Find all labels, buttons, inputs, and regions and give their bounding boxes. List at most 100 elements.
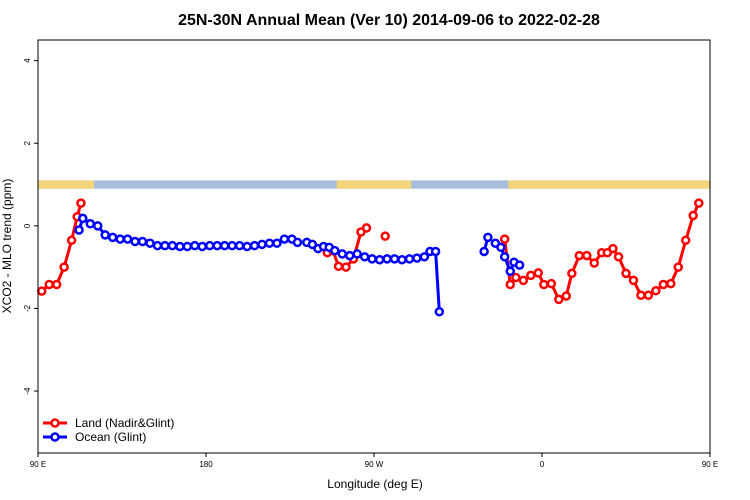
data-point — [152, 240, 163, 251]
data-point — [514, 260, 525, 270]
data-point — [92, 221, 103, 231]
land-band — [336, 180, 412, 189]
data-point — [145, 238, 155, 248]
data-point — [628, 275, 639, 286]
data-point — [337, 249, 348, 259]
legend-item: Ocean (Glint) — [43, 430, 146, 444]
data-point — [589, 258, 600, 268]
data-point — [434, 307, 445, 317]
data-point — [234, 240, 245, 251]
data-point — [608, 243, 618, 254]
y-tick-label: 4 — [23, 58, 32, 63]
data-point — [78, 213, 88, 224]
data-point — [115, 234, 125, 244]
data-point — [499, 234, 510, 244]
data-point — [505, 279, 516, 290]
data-point — [122, 234, 133, 244]
data-point — [539, 279, 549, 290]
data-point — [374, 254, 385, 265]
data-point — [367, 254, 377, 264]
y-axis-label: XCO2 - MLO trend (ppm) — [0, 179, 14, 314]
data-point — [567, 268, 577, 279]
data-point — [430, 246, 441, 257]
data-point — [511, 272, 521, 283]
series-1 — [74, 213, 525, 317]
legend: Land (Nadir&Glint)Ocean (Glint) — [43, 416, 174, 444]
land-band — [508, 180, 710, 189]
data-point — [397, 254, 407, 265]
land-band — [38, 180, 94, 189]
data-point — [636, 290, 646, 300]
data-point — [272, 238, 282, 248]
data-point — [688, 210, 698, 221]
data-point — [36, 286, 47, 296]
y-tick-label: -4 — [23, 387, 32, 395]
data-point — [621, 268, 631, 279]
data-point — [264, 238, 275, 248]
data-point — [643, 290, 654, 300]
data-point — [227, 240, 237, 251]
legend-item: Land (Nadir&Glint) — [43, 416, 174, 430]
chart-title: 25N-30N Annual Mean (Ver 10) 2014-09-06 … — [178, 12, 600, 29]
data-point — [137, 236, 148, 247]
data-point — [249, 240, 260, 251]
x-tick-label: 90 E — [702, 460, 718, 469]
data-point — [499, 252, 510, 262]
legend-marker — [50, 432, 60, 442]
data-point — [382, 254, 392, 264]
data-point — [204, 240, 215, 251]
data-point — [333, 261, 344, 272]
legend-label: Ocean (Glint) — [75, 430, 146, 444]
data-point — [85, 219, 96, 229]
data-point — [582, 250, 592, 261]
data-point — [389, 254, 400, 264]
data-point — [404, 254, 415, 264]
data-point — [66, 235, 77, 246]
data-point — [694, 198, 704, 208]
data-point — [518, 275, 529, 286]
data-point — [505, 266, 516, 277]
data-point — [680, 235, 691, 246]
data-point — [330, 245, 340, 256]
data-point — [479, 246, 489, 257]
legend-marker — [50, 418, 60, 428]
y-axis: 4 2 0 -2 -4 — [23, 58, 38, 395]
data-point — [167, 240, 178, 251]
data-point — [666, 278, 676, 289]
data-point — [242, 241, 252, 252]
data-point — [76, 198, 86, 208]
data-point — [412, 253, 422, 263]
data-point — [658, 279, 669, 290]
data-point — [341, 262, 351, 272]
data-point — [546, 278, 557, 289]
data-point — [613, 252, 624, 262]
legend-label: Land (Nadir&Glint) — [75, 416, 174, 430]
data-point — [526, 270, 536, 281]
data-point — [561, 291, 572, 301]
data-point — [74, 225, 84, 235]
y-tick-label: 0 — [23, 223, 32, 228]
data-point — [212, 240, 222, 251]
data-point — [175, 241, 185, 252]
data-point — [673, 262, 684, 272]
data-point — [190, 240, 200, 251]
data-point — [344, 250, 355, 261]
data-point — [574, 250, 585, 261]
data-point — [651, 285, 661, 296]
data-point — [100, 230, 110, 240]
data-point — [496, 242, 506, 253]
data-point — [44, 279, 54, 290]
x-axis: 90 E 180 90 W 0 90 E — [30, 453, 718, 469]
x-tick-label: 180 — [199, 460, 213, 469]
data-point — [51, 279, 62, 290]
y-tick-label: -2 — [23, 304, 32, 312]
x-tick-label: 0 — [540, 460, 545, 469]
data-point — [292, 237, 303, 248]
data-point — [352, 249, 362, 259]
y-tick-label: 2 — [23, 140, 32, 145]
series-0 — [36, 198, 704, 305]
data-point — [219, 240, 230, 251]
land-ocean-band — [38, 180, 710, 189]
data-point — [554, 294, 564, 305]
data-point — [130, 236, 140, 247]
